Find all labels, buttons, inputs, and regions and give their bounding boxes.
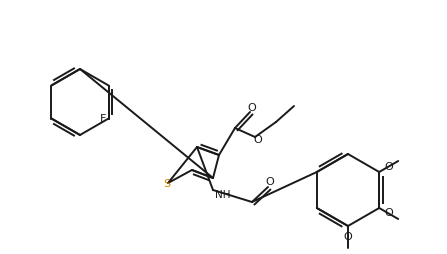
- Text: O: O: [384, 162, 393, 171]
- Text: O: O: [248, 103, 257, 113]
- Text: F: F: [100, 114, 106, 123]
- Text: O: O: [253, 135, 262, 145]
- Text: O: O: [266, 177, 274, 187]
- Text: S: S: [164, 179, 171, 189]
- Text: O: O: [384, 209, 393, 218]
- Text: O: O: [344, 232, 352, 242]
- Text: NH: NH: [215, 190, 231, 200]
